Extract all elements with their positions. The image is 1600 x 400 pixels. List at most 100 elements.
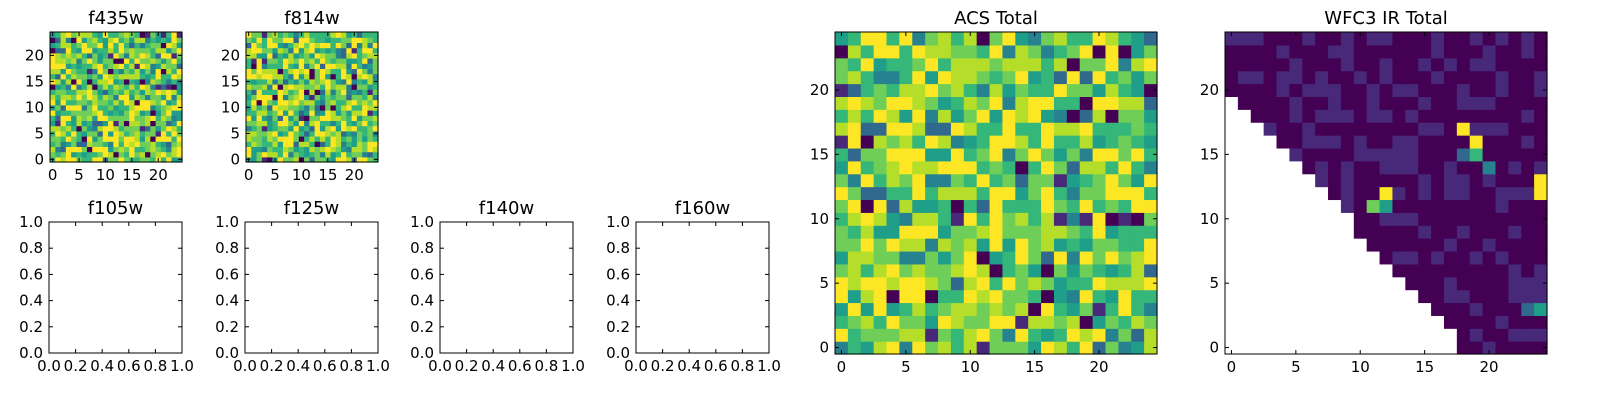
heatmap-cell xyxy=(1118,96,1132,110)
heatmap-cell xyxy=(367,94,374,101)
panel-title: f160w xyxy=(675,198,730,219)
heatmap-cell xyxy=(860,70,875,85)
heatmap-cell xyxy=(319,37,326,43)
heatmap-cell xyxy=(1066,44,1081,59)
heatmap-cell xyxy=(298,141,305,147)
heatmap-cell xyxy=(251,52,258,59)
heatmap-cell xyxy=(847,147,862,162)
heatmap-cell xyxy=(55,52,62,59)
heatmap-cell xyxy=(950,199,965,213)
heatmap-cell xyxy=(256,73,263,80)
heatmap-cell xyxy=(1379,238,1394,252)
heatmap-cell xyxy=(81,104,88,111)
x-tick-label: 5 xyxy=(74,166,84,184)
heatmap-cell xyxy=(989,122,1004,136)
heatmap-cell xyxy=(1405,263,1419,278)
heatmap-cell xyxy=(71,130,77,137)
heatmap-cell xyxy=(1418,276,1432,291)
heatmap-cell xyxy=(1105,302,1119,316)
heatmap-cell xyxy=(60,89,67,95)
heatmap-cell xyxy=(1521,135,1535,149)
heatmap-cell xyxy=(166,94,173,101)
heatmap-cell xyxy=(912,250,926,265)
heatmap-cell xyxy=(860,250,875,265)
heatmap-cell xyxy=(150,94,157,101)
x-tick-label: 0.6 xyxy=(704,357,728,375)
heatmap-cell xyxy=(1105,328,1119,342)
heatmap-cell xyxy=(963,225,978,239)
heatmap-cell xyxy=(1066,173,1081,188)
heatmap-cell xyxy=(71,78,77,85)
heatmap-cell xyxy=(963,83,978,97)
axes-frame xyxy=(245,31,379,163)
heatmap-cell xyxy=(65,120,72,127)
heatmap-cell xyxy=(155,73,162,80)
heatmap-cell xyxy=(246,151,252,158)
heatmap-cell xyxy=(367,110,374,116)
heatmap-cell xyxy=(1302,83,1316,97)
heatmap-cell xyxy=(160,156,167,163)
heatmap-cell xyxy=(314,146,321,153)
heatmap-cell xyxy=(1028,302,1042,316)
heatmap-cell xyxy=(92,130,99,137)
heatmap-cell xyxy=(1092,276,1107,291)
heatmap-cell xyxy=(251,104,258,111)
heatmap-cell xyxy=(246,146,252,153)
heatmap-cell xyxy=(1002,238,1016,252)
heatmap-cell xyxy=(1118,186,1132,201)
heatmap-cell xyxy=(92,52,99,59)
heatmap-cell xyxy=(1405,238,1419,252)
heatmap-cell xyxy=(55,84,62,90)
heatmap-cell xyxy=(367,146,374,153)
heatmap-cell xyxy=(155,84,162,90)
heatmap-cell xyxy=(145,146,151,153)
heatmap-cell xyxy=(298,84,305,90)
heatmap-cell xyxy=(886,212,900,226)
heatmap-cell xyxy=(1015,135,1029,149)
heatmap-cell xyxy=(71,94,77,101)
heatmap-cell xyxy=(86,151,93,158)
heatmap-cell xyxy=(912,199,926,213)
x-tick-label: 0.8 xyxy=(730,357,754,375)
heatmap-cell xyxy=(108,32,114,38)
heatmap-cell xyxy=(251,94,258,101)
heatmap-cell xyxy=(886,238,900,252)
heatmap-cell xyxy=(160,32,167,38)
heatmap-cell xyxy=(319,63,326,69)
heatmap-cell xyxy=(139,94,146,101)
heatmap-cell xyxy=(272,99,279,106)
heatmap-cell xyxy=(304,146,310,153)
heatmap-cell xyxy=(50,99,56,106)
heatmap-cell xyxy=(71,47,77,54)
heatmap-cell xyxy=(899,83,913,97)
heatmap-cell xyxy=(304,99,310,106)
heatmap-cell xyxy=(81,146,88,153)
heatmap-cell xyxy=(113,47,120,54)
heatmap-cell xyxy=(282,73,289,80)
heatmap-cell xyxy=(288,151,295,158)
heatmap-cell xyxy=(835,147,849,162)
heatmap-cell xyxy=(1028,147,1042,162)
heatmap-cell xyxy=(134,125,141,132)
heatmap-cell xyxy=(912,147,926,162)
heatmap-cell xyxy=(1418,186,1432,201)
heatmap-cell xyxy=(1015,147,1029,162)
heatmap-cell xyxy=(108,146,114,153)
heatmap-cell xyxy=(860,199,875,213)
heatmap-cell xyxy=(304,37,310,43)
heatmap-cell xyxy=(886,302,900,316)
heatmap-cell xyxy=(330,99,337,106)
heatmap-cell xyxy=(60,84,67,90)
heatmap-cell xyxy=(873,250,888,265)
heatmap-cell xyxy=(1263,57,1278,72)
heatmap-cell xyxy=(346,141,353,147)
heatmap-cell xyxy=(272,58,279,64)
heatmap-cell xyxy=(1482,315,1497,329)
heatmap-cell xyxy=(1131,341,1145,355)
heatmap-cell xyxy=(1118,70,1132,85)
heatmap-cell xyxy=(1328,186,1342,201)
heatmap-cell xyxy=(176,94,183,101)
heatmap-cell xyxy=(251,130,258,137)
heatmap-cell xyxy=(272,84,279,90)
heatmap-cell xyxy=(950,96,965,110)
